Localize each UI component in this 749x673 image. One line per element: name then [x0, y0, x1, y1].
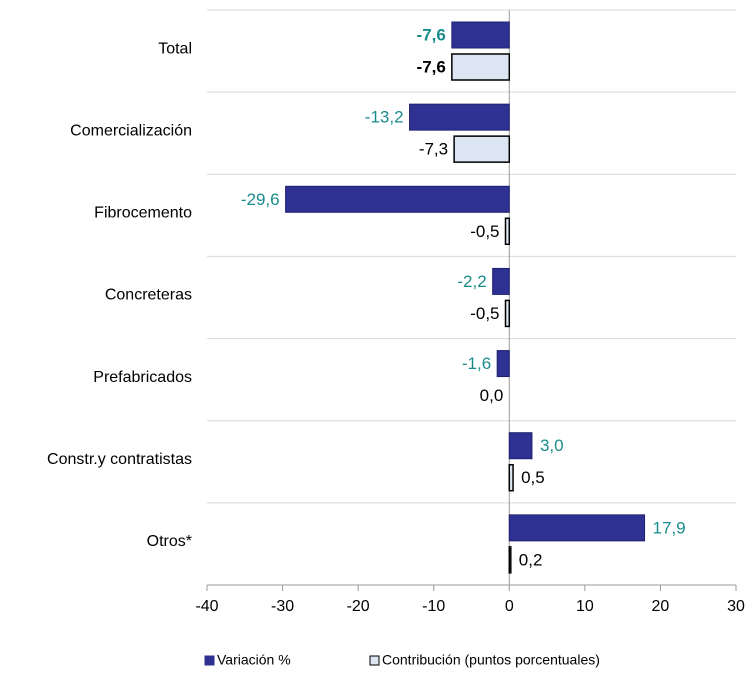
value-label: 0,5: [521, 468, 545, 487]
legend-swatch: [204, 655, 215, 666]
bar: [492, 267, 510, 295]
bar: [508, 514, 646, 542]
value-label: -7,3: [419, 140, 448, 159]
value-label: -2,2: [457, 272, 486, 291]
category-label: Comercialización: [70, 122, 192, 139]
bar: [508, 546, 512, 574]
value-label: 0,0: [480, 386, 504, 405]
value-label: -0,5: [470, 222, 499, 241]
category-label: Prefabricados: [93, 369, 192, 386]
value-label: -13,2: [365, 108, 404, 127]
x-tick-label: -40: [195, 598, 218, 615]
bar: [508, 463, 514, 492]
bar: [496, 350, 510, 378]
bar: [504, 217, 511, 246]
category-label: Otros*: [147, 533, 192, 550]
bar: [451, 21, 510, 49]
x-tick-label: -30: [271, 598, 294, 615]
bar: [453, 135, 511, 163]
bar: [409, 103, 510, 131]
x-tick-label: 20: [652, 598, 670, 615]
bar: [504, 299, 511, 328]
value-label: -29,6: [241, 190, 280, 209]
x-tick-label: 30: [727, 598, 745, 615]
category-label: Total: [158, 40, 192, 57]
value-label: -0,5: [470, 304, 499, 323]
x-tick-label: -20: [347, 598, 370, 615]
category-label: Fibrocemento: [94, 205, 192, 222]
bar: [285, 185, 510, 213]
value-label: -7,6: [417, 57, 446, 76]
category-label: Constr.y contratistas: [47, 451, 192, 468]
x-tick-label: 0: [505, 598, 514, 615]
legend-label: Variación %: [217, 652, 291, 668]
x-tick-label: 10: [576, 598, 594, 615]
value-label: 17,9: [653, 518, 686, 537]
value-label: -1,6: [462, 354, 491, 373]
value-label: 3,0: [540, 436, 564, 455]
bar: [451, 53, 511, 81]
value-label: 0,2: [519, 550, 543, 569]
category-label: Concreteras: [105, 287, 192, 304]
x-tick-label: -10: [422, 598, 445, 615]
legend-label: Contribución (puntos porcentuales): [382, 652, 600, 668]
bar: [508, 432, 533, 460]
value-label: -7,6: [417, 25, 446, 44]
legend-swatch: [369, 655, 380, 666]
